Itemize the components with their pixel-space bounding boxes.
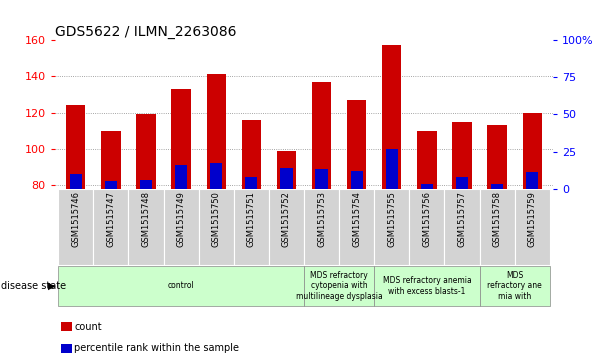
Bar <box>102 131 120 189</box>
Text: count: count <box>74 322 102 332</box>
Bar <box>304 189 339 265</box>
Bar <box>128 189 164 265</box>
Bar <box>269 189 304 265</box>
Bar <box>304 266 374 306</box>
Text: MDS refractory anemia
with excess blasts-1: MDS refractory anemia with excess blasts… <box>382 276 471 295</box>
Bar <box>421 184 433 189</box>
Text: GSM1515757: GSM1515757 <box>457 191 466 247</box>
Bar <box>374 266 480 306</box>
Bar <box>491 184 503 189</box>
Bar <box>245 177 257 189</box>
Text: disease state: disease state <box>1 281 66 291</box>
Bar <box>58 266 304 306</box>
Bar <box>452 122 472 189</box>
Bar <box>210 163 223 189</box>
Bar <box>456 177 468 189</box>
Text: GSM1515748: GSM1515748 <box>142 191 151 247</box>
Bar <box>277 151 296 189</box>
Bar <box>94 189 128 265</box>
Text: control: control <box>168 281 195 290</box>
Text: GSM1515751: GSM1515751 <box>247 191 256 247</box>
Bar <box>382 45 401 189</box>
Text: MDS
refractory ane
mia with: MDS refractory ane mia with <box>487 271 542 301</box>
Bar <box>526 172 538 189</box>
Text: GSM1515758: GSM1515758 <box>492 191 502 247</box>
Bar <box>316 170 328 189</box>
Bar <box>140 180 152 189</box>
Bar <box>409 189 444 265</box>
Bar <box>347 100 366 189</box>
Text: GSM1515747: GSM1515747 <box>106 191 116 247</box>
Text: GDS5622 / ILMN_2263086: GDS5622 / ILMN_2263086 <box>55 25 237 39</box>
Bar <box>241 120 261 189</box>
Text: GSM1515755: GSM1515755 <box>387 191 396 247</box>
Bar <box>351 171 363 189</box>
Text: GSM1515754: GSM1515754 <box>352 191 361 247</box>
Bar <box>66 105 86 189</box>
Bar <box>444 189 480 265</box>
Text: GSM1515750: GSM1515750 <box>212 191 221 247</box>
Bar <box>480 189 514 265</box>
Text: GSM1515746: GSM1515746 <box>71 191 80 247</box>
Bar <box>199 189 234 265</box>
Bar <box>480 266 550 306</box>
Text: GSM1515756: GSM1515756 <box>423 191 432 247</box>
Bar <box>164 189 199 265</box>
Bar <box>339 189 374 265</box>
Bar <box>175 165 187 189</box>
Bar <box>70 174 82 189</box>
Text: GSM1515753: GSM1515753 <box>317 191 326 247</box>
Bar <box>280 168 292 189</box>
Bar <box>417 131 437 189</box>
Bar <box>105 182 117 189</box>
Text: GSM1515749: GSM1515749 <box>176 191 185 247</box>
Bar <box>514 189 550 265</box>
Text: GSM1515759: GSM1515759 <box>528 191 537 247</box>
Bar <box>522 113 542 189</box>
Text: MDS refractory
cytopenia with
multilineage dysplasia: MDS refractory cytopenia with multilinea… <box>295 271 382 301</box>
Text: GSM1515752: GSM1515752 <box>282 191 291 247</box>
Bar <box>234 189 269 265</box>
Bar <box>312 82 331 189</box>
Bar <box>136 114 156 189</box>
Text: percentile rank within the sample: percentile rank within the sample <box>74 343 239 354</box>
Bar <box>58 189 94 265</box>
Bar <box>171 89 191 189</box>
Bar <box>207 74 226 189</box>
Bar <box>374 189 409 265</box>
Text: ▶: ▶ <box>48 281 55 291</box>
Bar <box>385 148 398 189</box>
Bar <box>488 125 506 189</box>
